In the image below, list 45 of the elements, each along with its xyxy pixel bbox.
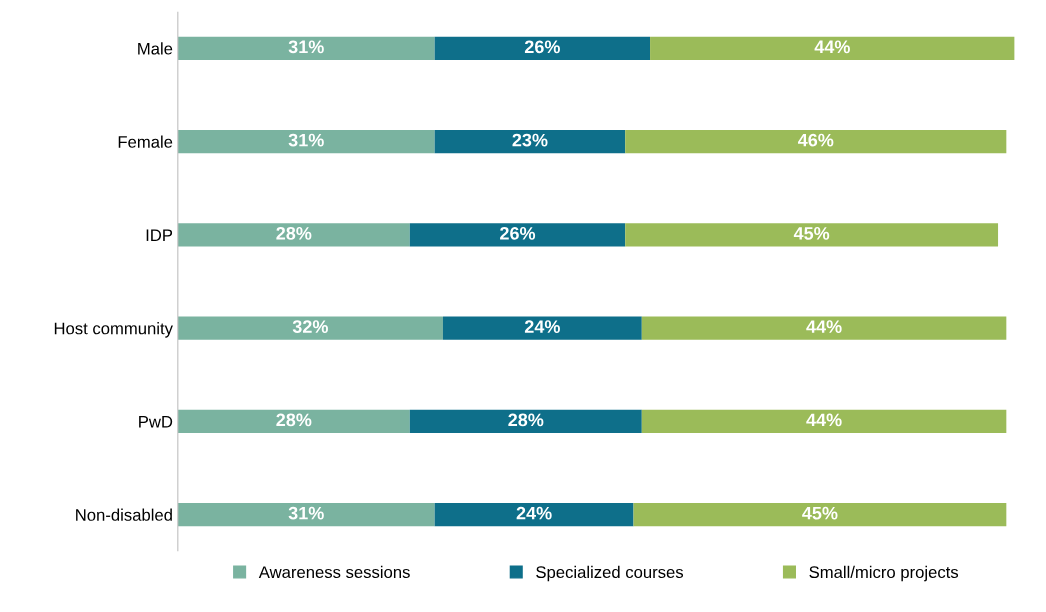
data-label: 31% [288,506,324,520]
data-label: 45% [793,227,830,240]
y-tick-label: PwD [139,415,173,428]
data-label: 28% [276,226,312,240]
bar [633,503,1007,527]
y-tick-label: Male [138,42,173,55]
y-tick-label: Female [118,135,173,148]
bar [177,503,435,527]
bar [177,409,410,434]
bar [177,36,435,61]
bar [650,36,1015,61]
bar [177,223,410,247]
data-label: 44% [806,413,842,427]
legend-label: Awareness sessions [258,565,410,579]
data-label: 45% [802,506,838,520]
data-label: 24% [524,320,560,333]
bar [434,36,651,61]
data-label: 46% [797,133,834,147]
data-label: 31% [288,133,324,147]
y-tick-label: Host community [54,322,173,338]
bar [625,223,999,247]
y-tick-label: IDP [146,229,173,241]
data-label: 28% [276,413,312,427]
data-label: 23% [512,133,548,147]
bar [409,409,642,434]
data-label: 44% [806,320,842,333]
bar [641,316,1007,340]
data-label: 24% [516,506,552,520]
y-tick-label: Non-disabled [76,508,172,521]
bar [625,129,1007,154]
data-label: 28% [508,413,544,427]
bar [442,316,642,340]
data-label: 32% [292,320,328,334]
bar [177,129,435,154]
bar [177,316,443,340]
bar [434,129,626,154]
data-label: 26% [500,226,536,240]
bar [641,409,1007,434]
legend-label: Small/micro projects [809,565,959,582]
data-label: 44% [814,40,850,54]
bar [434,503,634,527]
bar [409,223,626,247]
legend-label: Specialized courses [536,565,684,582]
data-label: 26% [524,40,560,54]
data-label: 31% [288,40,324,54]
